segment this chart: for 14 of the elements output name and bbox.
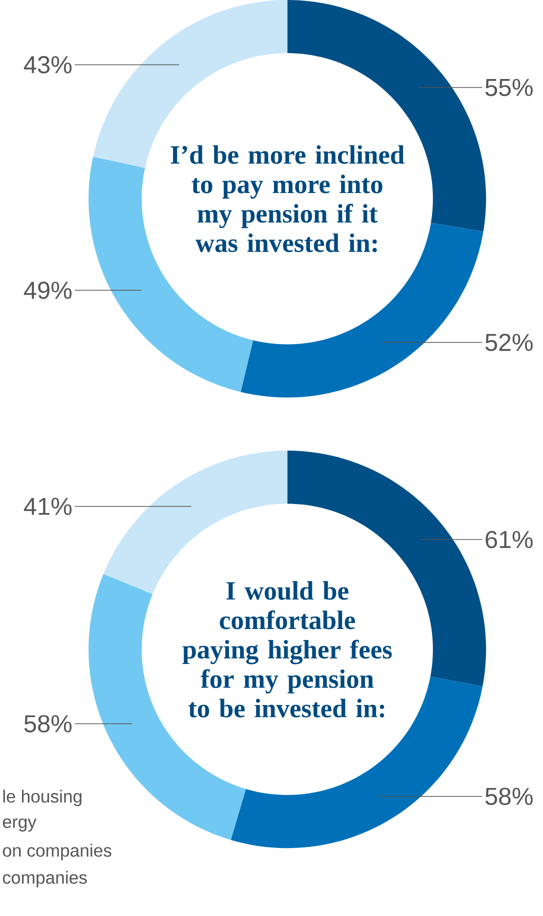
data-label: 58% xyxy=(485,788,533,806)
text: ergy xyxy=(2,818,36,832)
data-label: 58% xyxy=(24,715,72,732)
text: I’d be more inclined to pay more into my pension if it was invested in: xyxy=(170,145,404,252)
data-label: 55% xyxy=(485,78,533,96)
data-label: 41% xyxy=(24,498,72,515)
text: I would be comfortable paying higher fees for my pension to be invested in: xyxy=(182,581,392,718)
text: companies xyxy=(2,870,87,888)
text: on companies xyxy=(2,844,112,860)
text: le housing xyxy=(3,790,82,806)
data-label: 43% xyxy=(24,56,72,74)
data-label: 49% xyxy=(24,282,72,299)
data-label: 52% xyxy=(485,334,533,352)
data-label: 61% xyxy=(486,530,533,548)
